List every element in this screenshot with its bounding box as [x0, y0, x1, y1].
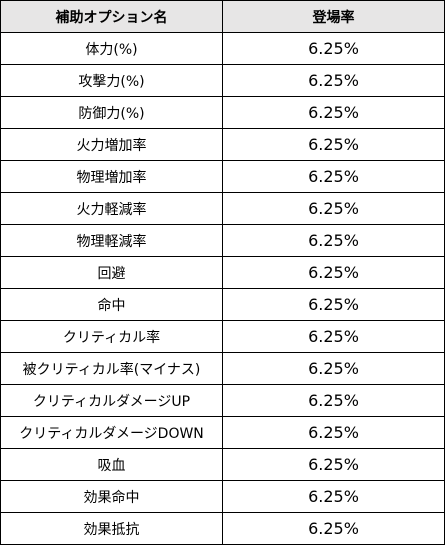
table-row: 効果抵抗 6.25%: [0, 512, 445, 545]
table-row: クリティカルダメージDOWN 6.25%: [0, 416, 445, 449]
option-name-cell: 攻撃力(%): [0, 64, 223, 97]
appearance-rate-cell: 6.25%: [222, 512, 445, 545]
appearance-rate-cell: 6.25%: [222, 352, 445, 385]
option-name-cell: クリティカル率: [0, 320, 223, 353]
option-name-cell: 防御力(%): [0, 96, 223, 129]
table-row: 火力軽減率 6.25%: [0, 192, 445, 225]
appearance-rate-cell: 6.25%: [222, 480, 445, 513]
option-name-cell: 回避: [0, 256, 223, 289]
header-option-name: 補助オプション名: [0, 0, 223, 33]
option-name-cell: クリティカルダメージDOWN: [0, 416, 223, 449]
table-row: 吸血 6.25%: [0, 448, 445, 481]
table-row: クリティカル率 6.25%: [0, 320, 445, 353]
appearance-rate-cell: 6.25%: [222, 224, 445, 257]
header-row: 補助オプション名 登場率: [0, 0, 445, 33]
appearance-rate-cell: 6.25%: [222, 256, 445, 289]
table-row: クリティカルダメージUP 6.25%: [0, 384, 445, 417]
option-name-cell: 体力(%): [0, 32, 223, 65]
appearance-rate-cell: 6.25%: [222, 32, 445, 65]
table-row: 体力(%) 6.25%: [0, 32, 445, 65]
table-row: 回避 6.25%: [0, 256, 445, 289]
option-name-cell: 命中: [0, 288, 223, 321]
table-row: 物理増加率 6.25%: [0, 160, 445, 193]
appearance-rate-cell: 6.25%: [222, 416, 445, 449]
option-name-cell: 火力増加率: [0, 128, 223, 161]
appearance-rate-cell: 6.25%: [222, 448, 445, 481]
table-body: 体力(%) 6.25% 攻撃力(%) 6.25% 防御力(%) 6.25% 火力…: [0, 32, 445, 545]
appearance-rate-cell: 6.25%: [222, 96, 445, 129]
option-name-cell: 吸血: [0, 448, 223, 481]
table-row: 火力増加率 6.25%: [0, 128, 445, 161]
appearance-rate-cell: 6.25%: [222, 320, 445, 353]
option-name-cell: 物理増加率: [0, 160, 223, 193]
header-appearance-rate: 登場率: [222, 0, 445, 33]
appearance-rate-cell: 6.25%: [222, 288, 445, 321]
option-name-cell: 被クリティカル率(マイナス): [0, 352, 223, 385]
option-name-cell: 物理軽減率: [0, 224, 223, 257]
option-name-cell: 効果抵抗: [0, 512, 223, 545]
table-row: 被クリティカル率(マイナス) 6.25%: [0, 352, 445, 385]
table-row: 防御力(%) 6.25%: [0, 96, 445, 129]
option-name-cell: 火力軽減率: [0, 192, 223, 225]
option-name-cell: 効果命中: [0, 480, 223, 513]
appearance-rate-cell: 6.25%: [222, 192, 445, 225]
table-row: 攻撃力(%) 6.25%: [0, 64, 445, 97]
appearance-rate-cell: 6.25%: [222, 384, 445, 417]
table-row: 命中 6.25%: [0, 288, 445, 321]
table-header: 補助オプション名 登場率: [0, 0, 445, 33]
table-row: 物理軽減率 6.25%: [0, 224, 445, 257]
option-name-cell: クリティカルダメージUP: [0, 384, 223, 417]
appearance-rate-cell: 6.25%: [222, 160, 445, 193]
table-row: 効果命中 6.25%: [0, 480, 445, 513]
appearance-rate-cell: 6.25%: [222, 64, 445, 97]
appearance-rate-cell: 6.25%: [222, 128, 445, 161]
